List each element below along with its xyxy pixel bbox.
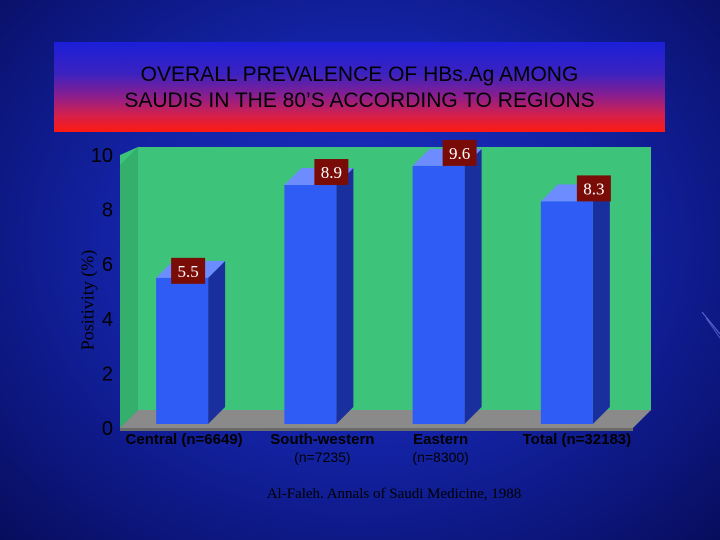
title-line-1: OVERALL PREVALENCE OF HBs.Ag AMONG: [140, 63, 579, 86]
x-tick-label: (n=7235): [294, 449, 350, 465]
decorative-line: [705, 317, 720, 339]
data-label: 8.3: [583, 179, 604, 198]
data-label: 9.6: [449, 144, 470, 163]
data-label-box: [171, 257, 206, 284]
plot-floor-edge: [120, 428, 633, 431]
y-tick-label: 10: [91, 145, 113, 167]
plot-floor: [120, 410, 651, 428]
y-axis-label: Positivity (%): [77, 249, 98, 351]
data-label-box: [576, 175, 611, 202]
x-tick-label: South-western: [270, 431, 374, 448]
plot-left-wall: [120, 147, 138, 428]
x-tick-label: Eastern: [413, 431, 468, 448]
bar-side: [208, 260, 226, 424]
bar-side: [592, 184, 610, 424]
y-tick-label: 4: [102, 309, 113, 331]
source-citation: Al-Faleh. Annals of Saudi Medicine, 1988: [266, 486, 522, 502]
title-banner: OVERALL PREVALENCE OF HBs.Ag AMONG SAUDI…: [54, 42, 665, 132]
bar-side: [336, 168, 354, 424]
data-label: 5.5: [178, 262, 199, 281]
y-tick-label: 0: [102, 418, 113, 440]
slide-title: OVERALL PREVALENCE OF HBs.Ag AMONG SAUDI…: [54, 62, 665, 114]
bar: [156, 277, 209, 424]
x-tick-label: Total (n=32183): [523, 431, 632, 448]
x-tick-label: Central (n=6649): [126, 431, 243, 448]
bar: [284, 185, 337, 424]
title-line-2: SAUDIS IN THE 80’S ACCORDING TO REGIONS: [124, 89, 595, 112]
bar: [412, 165, 465, 425]
decorative-line: [701, 311, 720, 335]
y-tick-label: 8: [102, 200, 113, 222]
y-tick-label: 6: [102, 254, 113, 276]
data-label-box: [442, 139, 477, 166]
y-tick-label: 2: [102, 363, 113, 385]
data-label: 8.9: [321, 163, 342, 182]
x-tick-label: (n=8300): [412, 449, 468, 465]
bar: [540, 201, 593, 424]
data-label-box: [314, 159, 349, 186]
bar-side: [464, 148, 482, 425]
